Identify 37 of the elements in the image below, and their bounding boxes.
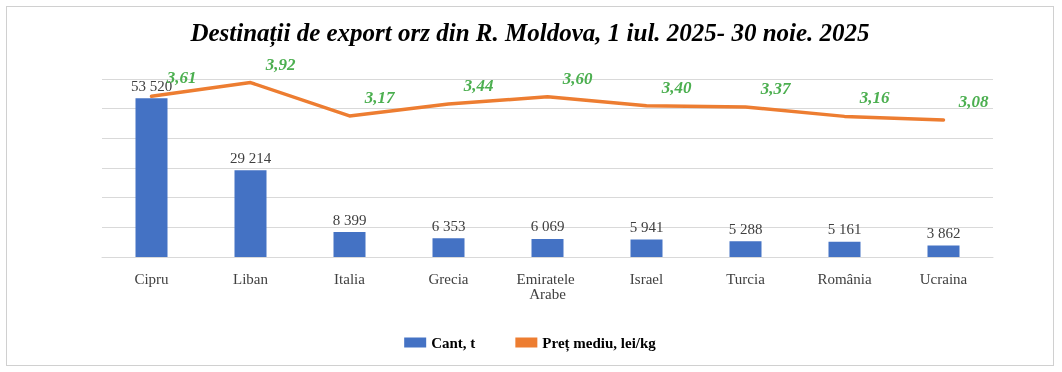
legend-label: Preț mediu, lei/kg [542, 334, 657, 352]
data-label: 5 288 [728, 220, 763, 237]
legend-label: Cant, t [431, 334, 476, 351]
data-label: 3,08 [957, 91, 989, 111]
data-label: 3 862 [926, 225, 961, 242]
x-tick-label: Cipru [134, 270, 170, 287]
x-tick-label: România [817, 270, 872, 287]
bar [333, 232, 366, 257]
x-tick-label: Liban [233, 270, 269, 287]
bar [927, 245, 960, 257]
chart-title: Destinații de export orz din R. Moldova, 1 iul. 2025- 30 noie. 2025 [189, 19, 870, 48]
data-label: 6 353 [431, 217, 466, 234]
data-label: 5 161 [827, 221, 862, 238]
x-tick-label: Ucraina [919, 270, 968, 287]
data-label: 6 069 [530, 218, 565, 235]
data-label: 3,16 [858, 88, 890, 108]
data-label: 3,17 [363, 87, 396, 107]
data-label: 5 941 [629, 218, 664, 235]
x-tick-label: Emiratele Arabe [516, 270, 579, 302]
data-label: 3,44 [462, 75, 494, 95]
x-tick-label: Turcia [726, 270, 766, 287]
bar [135, 98, 168, 257]
data-label: 3,37 [759, 79, 792, 99]
bar [531, 239, 564, 257]
bar [828, 241, 861, 257]
x-tick-label: Italia [334, 270, 366, 287]
bar [630, 239, 663, 257]
data-label: 29 214 [229, 149, 272, 166]
data-label: 3,92 [264, 54, 296, 74]
x-tick-label: Grecia [428, 270, 469, 287]
bar [234, 170, 267, 257]
data-label: 3,60 [561, 68, 593, 88]
x-tick-label: Israel [629, 270, 664, 287]
bar [432, 238, 465, 257]
data-label: 8 399 [332, 211, 367, 228]
data-label: 3,40 [660, 77, 692, 97]
bar [729, 241, 762, 257]
